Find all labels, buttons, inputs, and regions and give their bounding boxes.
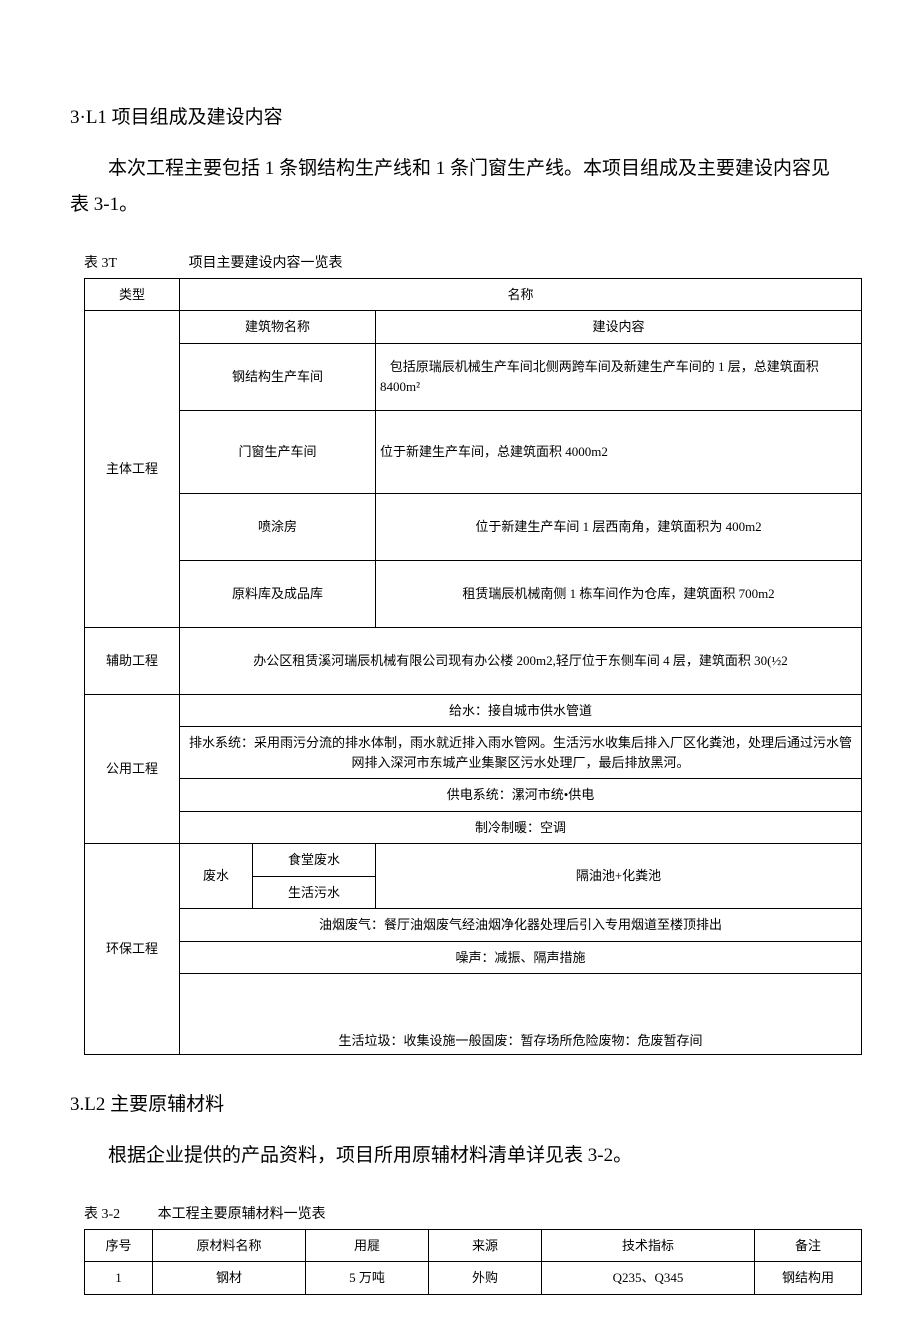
table2-caption-num: 表 3-2 (84, 1204, 120, 1225)
t1-m-a3: 喷涂房 (180, 493, 376, 560)
t1-pub-r2: 排水系统：采用雨污分流的排水体制，雨水就近排入雨水管网。生活污水收集后排入厂区化… (180, 727, 862, 779)
table-row: 序号 原材料名称 用屣 来源 技术指标 备注 (85, 1229, 862, 1262)
t1-env-waste-label: 废水 (180, 844, 253, 909)
section-heading-1: 3·L1 项目组成及建设内容 (70, 104, 850, 133)
t1-env-r3: 噪声：减振、隔声措施 (180, 941, 862, 974)
t2-h1: 原材料名称 (153, 1229, 306, 1262)
table2-caption-title: 本工程主要原辅材料一览表 (158, 1207, 326, 1222)
t2-h4: 技术指标 (542, 1229, 755, 1262)
t2-r1-c0: 1 (85, 1262, 153, 1295)
table-row: 公用工程 给水：接自城市供水管道 (85, 694, 862, 727)
t2-r1-c5: 钢结构用 (755, 1262, 862, 1295)
t2-h2: 用屣 (306, 1229, 429, 1262)
t1-aux-content: 办公区租赁溪河瑞辰机械有限公司现有办公楼 200m2,轻厅位于东侧车间 4 层，… (180, 627, 862, 694)
table-row: 类型 名称 (85, 278, 862, 311)
t2-r1-c3: 外购 (429, 1262, 542, 1295)
table-1: 类型 名称 主体工程 建筑物名称 建设内容 钢结构生产车间 包括原瑞辰机械生产车… (84, 278, 862, 1056)
table-row: 1 钢材 5 万吨 外购 Q235、Q345 钢结构用 (85, 1262, 862, 1295)
section-heading-2: 3.L2 主要原辅材料 (70, 1091, 850, 1120)
t1-pub-r3: 供电系统：漯河市统•供电 (180, 779, 862, 812)
t1-main-label: 主体工程 (85, 311, 180, 628)
table-2: 序号 原材料名称 用屣 来源 技术指标 备注 1 钢材 5 万吨 外购 Q235… (84, 1229, 862, 1295)
t1-sub-a: 建筑物名称 (180, 311, 376, 344)
t1-env-r4: 生活垃圾：收集设施一般固废：暂存场所危险废物：危废暂存间 (180, 974, 862, 1055)
t1-aux-label: 辅助工程 (85, 627, 180, 694)
table2-caption: 表 3-2 本工程主要原辅材料一览表 (84, 1204, 850, 1225)
table-row: 主体工程 建筑物名称 建设内容 (85, 311, 862, 344)
t1-m-a4: 原料库及成品库 (180, 560, 376, 627)
t1-env-w1: 食堂废水 (253, 844, 376, 877)
table-row: 噪声：减振、隔声措施 (85, 941, 862, 974)
table-row: 喷涂房 位于新建生产车间 1 层西南角，建筑面积为 400m2 (85, 493, 862, 560)
t1-m-b1: 包括原瑞辰机械生产车间北侧两跨车间及新建生产车间的 1 层，总建筑面积 8400… (376, 343, 862, 410)
t1-pub-r4: 制冷制暖：空调 (180, 811, 862, 844)
t1-pub-label: 公用工程 (85, 694, 180, 844)
table-row: 辅助工程 办公区租赁溪河瑞辰机械有限公司现有办公楼 200m2,轻厅位于东侧车间… (85, 627, 862, 694)
section-para-2: 根据企业提供的产品资料，项目所用原辅材料清单详见表 3-2。 (70, 1138, 850, 1174)
t1-m-b3: 位于新建生产车间 1 层西南角，建筑面积为 400m2 (376, 493, 862, 560)
t2-r1-c2: 5 万吨 (306, 1262, 429, 1295)
table-row: 环保工程 废水 食堂废水 隔油池+化粪池 (85, 844, 862, 877)
t1-m-b2: 位于新建生产车间，总建筑面积 4000m2 (376, 410, 862, 493)
t2-r1-c4: Q235、Q345 (542, 1262, 755, 1295)
table-row: 制冷制暖：空调 (85, 811, 862, 844)
t1-pub-r1: 给水：接自城市供水管道 (180, 694, 862, 727)
table-row: 生活垃圾：收集设施一般固废：暂存场所危险废物：危废暂存间 (85, 974, 862, 1055)
table-row: 原料库及成品库 租赁瑞辰机械南侧 1 栋车间作为仓库，建筑面积 700m2 (85, 560, 862, 627)
table-row: 门窗生产车间 位于新建生产车间，总建筑面积 4000m2 (85, 410, 862, 493)
t1-env-w2: 生活污水 (253, 876, 376, 909)
t1-m-a1: 钢结构生产车间 (180, 343, 376, 410)
t1-m-b4: 租赁瑞辰机械南侧 1 栋车间作为仓库，建筑面积 700m2 (376, 560, 862, 627)
table-row: 供电系统：漯河市统•供电 (85, 779, 862, 812)
t2-h0: 序号 (85, 1229, 153, 1262)
table1-caption-title: 项目主要建设内容一览表 (189, 256, 343, 271)
t2-h5: 备注 (755, 1229, 862, 1262)
section-para-1: 本次工程主要包括 1 条钢结构生产线和 1 条门窗生产线。本项目组成及主要建设内… (70, 151, 850, 223)
t1-h-type: 类型 (85, 278, 180, 311)
t1-env-label: 环保工程 (85, 844, 180, 1055)
t1-sub-b: 建设内容 (376, 311, 862, 344)
table-row: 油烟废气：餐厅油烟废气经油烟净化器处理后引入专用烟道至楼顶排出 (85, 909, 862, 942)
t1-env-r2: 油烟废气：餐厅油烟废气经油烟净化器处理后引入专用烟道至楼顶排出 (180, 909, 862, 942)
t1-m-a2: 门窗生产车间 (180, 410, 376, 493)
table1-caption-num: 表 3T (84, 253, 117, 274)
table-row: 排水系统：采用雨污分流的排水体制，雨水就近排入雨水管网。生活污水收集后排入厂区化… (85, 727, 862, 779)
t2-r1-c1: 钢材 (153, 1262, 306, 1295)
table1-caption: 表 3T 项目主要建设内容一览表 (84, 253, 850, 274)
t2-h3: 来源 (429, 1229, 542, 1262)
t1-h-name: 名称 (180, 278, 862, 311)
t1-env-wdesc: 隔油池+化粪池 (376, 844, 862, 909)
table-row: 钢结构生产车间 包括原瑞辰机械生产车间北侧两跨车间及新建生产车间的 1 层，总建… (85, 343, 862, 410)
